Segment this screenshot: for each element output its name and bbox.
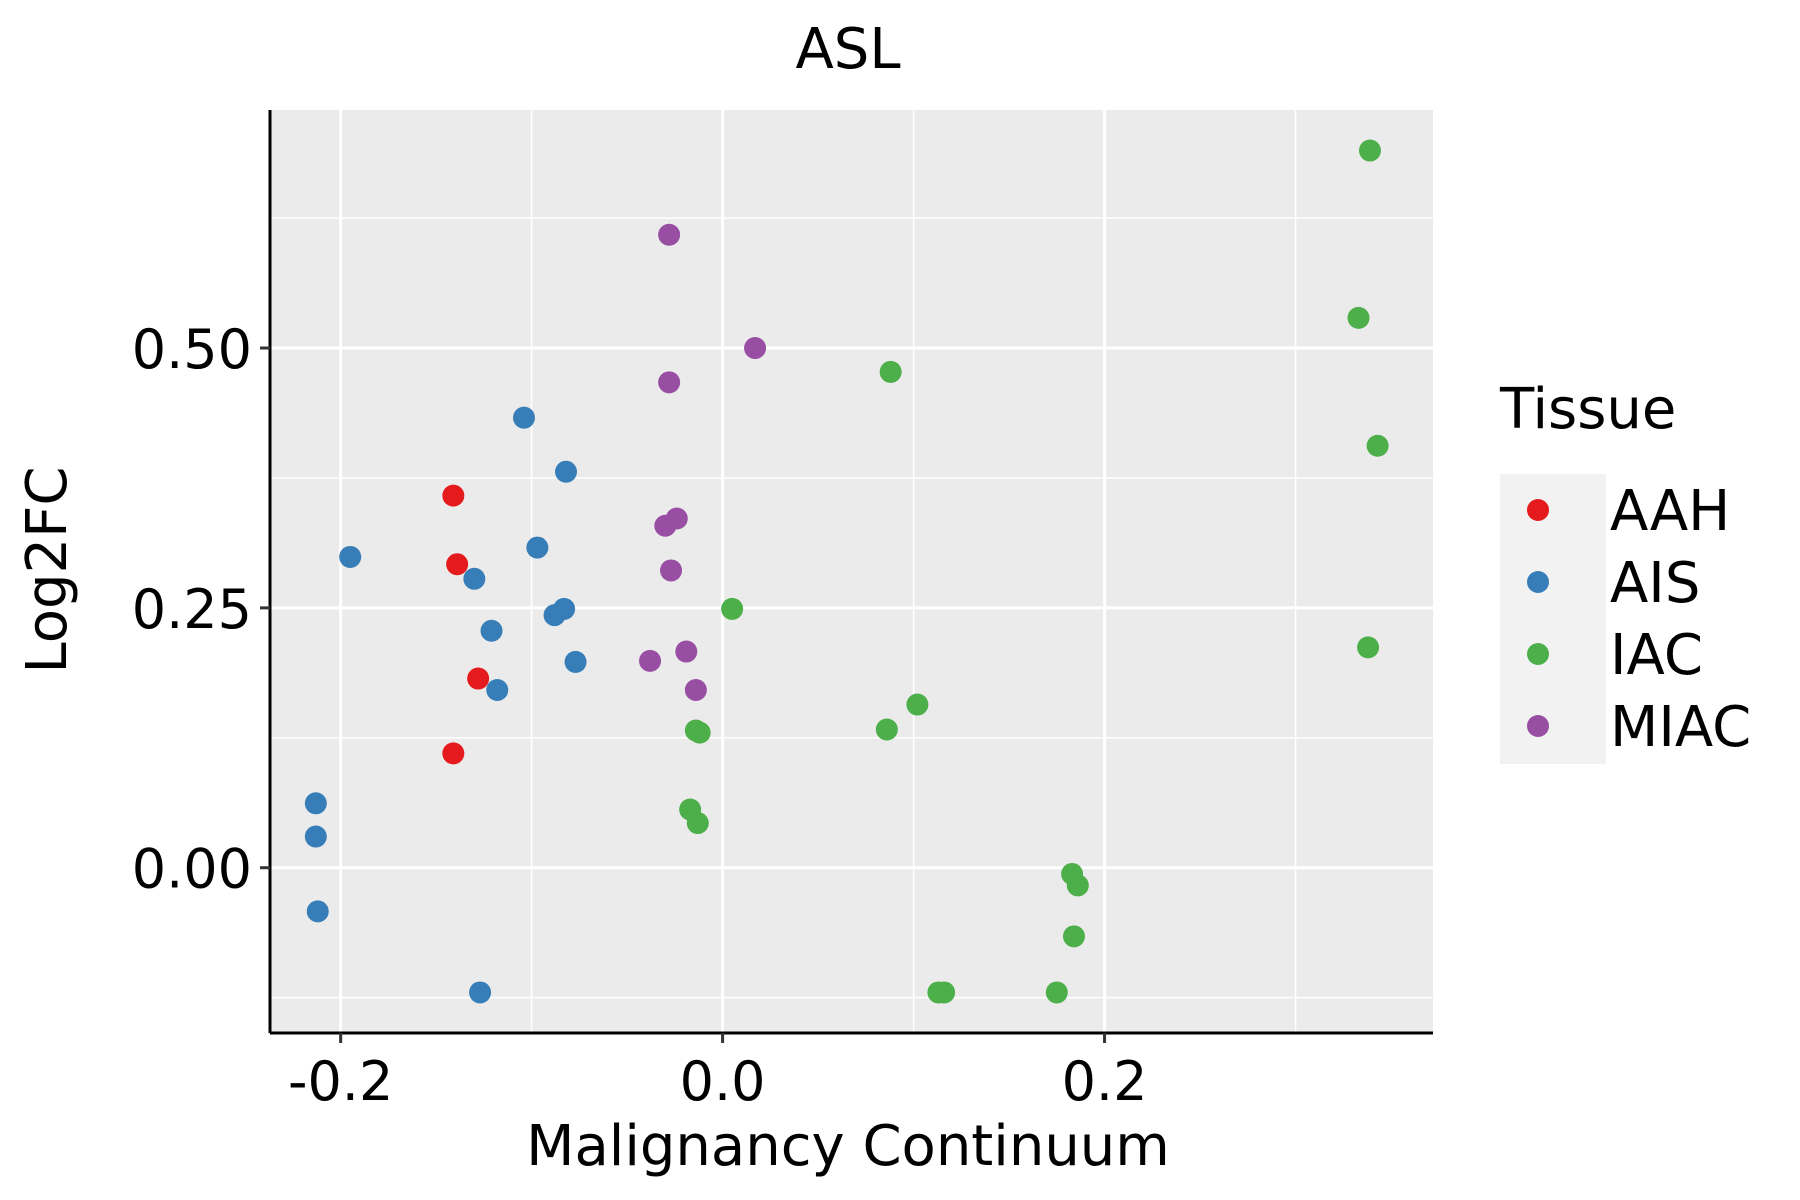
- minor-gridlines: [270, 110, 1433, 1033]
- y-axis-label: Log2FC: [15, 467, 80, 674]
- point-ais: [469, 981, 492, 1004]
- legend-key-miac: [1527, 715, 1549, 737]
- point-ais: [304, 792, 327, 815]
- point-iac: [1062, 925, 1085, 948]
- point-miac: [675, 640, 698, 663]
- y-tick-label: 0.00: [132, 838, 252, 901]
- point-iac: [1358, 139, 1381, 162]
- point-ais: [543, 604, 566, 627]
- legend-title: Tissue: [1499, 377, 1676, 442]
- y-tick-label: 0.50: [132, 318, 252, 381]
- point-aah: [467, 667, 490, 690]
- point-aah: [442, 484, 465, 507]
- point-ais: [304, 825, 327, 848]
- point-ais: [555, 460, 578, 483]
- point-iac: [1366, 434, 1389, 457]
- point-iac: [1357, 636, 1380, 659]
- point-iac: [721, 597, 744, 620]
- point-iac: [879, 360, 902, 383]
- point-ais: [480, 619, 503, 642]
- major-gridlines: [270, 110, 1433, 1033]
- x-axis-label: Malignancy Continuum: [526, 1114, 1170, 1179]
- point-miac: [660, 559, 683, 582]
- point-miac: [744, 337, 767, 360]
- legend-label-miac: MIAC: [1610, 695, 1751, 760]
- point-iac: [686, 812, 709, 835]
- point-miac: [639, 649, 662, 672]
- point-aah: [446, 553, 469, 576]
- x-tick-label: 0.0: [680, 1050, 766, 1113]
- chart-title: ASL: [795, 17, 900, 82]
- x-tick-label: -0.2: [288, 1050, 393, 1113]
- plot-panel: [270, 110, 1433, 1033]
- point-miac: [658, 371, 681, 394]
- legend-key-ais: [1527, 571, 1549, 593]
- point-ais: [486, 678, 509, 701]
- point-iac: [1045, 981, 1068, 1004]
- point-ais: [463, 567, 486, 590]
- x-axis-ticks: -0.2 0.0 0.2: [288, 1033, 1148, 1113]
- point-ais: [564, 650, 587, 673]
- point-miac: [654, 514, 677, 537]
- point-miac: [658, 223, 681, 246]
- point-iac: [1347, 306, 1370, 329]
- point-iac: [906, 693, 929, 716]
- point-iac: [1066, 874, 1089, 897]
- legend: Tissue AAH AIS IAC MIAC: [1499, 377, 1751, 764]
- legend-key-background: [1500, 474, 1606, 764]
- y-tick-label: 0.25: [132, 578, 252, 641]
- point-miac: [684, 678, 707, 701]
- point-ais: [526, 536, 549, 559]
- x-tick-label: 0.2: [1062, 1050, 1148, 1113]
- point-ais: [512, 406, 535, 429]
- data-points: [304, 139, 1389, 1004]
- point-ais: [339, 545, 362, 568]
- legend-key-iac: [1527, 643, 1549, 665]
- point-aah: [442, 742, 465, 765]
- legend-label-aah: AAH: [1610, 479, 1730, 544]
- point-ais: [306, 900, 329, 923]
- legend-key-aah: [1527, 499, 1549, 521]
- point-iac: [688, 721, 711, 744]
- y-axis-ticks: 0.00 0.25 0.50: [132, 318, 270, 901]
- legend-label-ais: AIS: [1610, 551, 1700, 616]
- point-iac: [875, 718, 898, 741]
- legend-label-iac: IAC: [1610, 623, 1703, 688]
- point-iac: [933, 981, 956, 1004]
